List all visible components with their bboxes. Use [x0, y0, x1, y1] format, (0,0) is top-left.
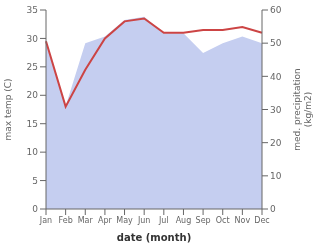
svg-text:Feb: Feb	[59, 216, 73, 225]
svg-text:60: 60	[270, 5, 282, 15]
svg-text:Apr: Apr	[98, 216, 113, 225]
svg-text:40: 40	[270, 72, 282, 82]
svg-text:0: 0	[270, 204, 276, 214]
svg-text:35: 35	[27, 5, 38, 15]
svg-text:10: 10	[270, 171, 282, 181]
svg-text:Jan: Jan	[39, 216, 52, 225]
svg-text:Jul: Jul	[158, 216, 169, 225]
svg-text:Mar: Mar	[78, 216, 94, 225]
svg-text:Jun: Jun	[137, 216, 151, 225]
svg-text:0: 0	[32, 204, 38, 214]
svg-text:20: 20	[270, 138, 282, 148]
svg-text:25: 25	[27, 62, 38, 72]
svg-text:50: 50	[270, 38, 282, 48]
svg-text:15: 15	[27, 119, 38, 129]
svg-text:May: May	[116, 216, 133, 225]
svg-text:20: 20	[27, 90, 39, 100]
svg-text:30: 30	[270, 105, 282, 115]
svg-text:max temp (C): max temp (C)	[8, 78, 13, 140]
svg-text:Aug: Aug	[176, 216, 192, 225]
svg-text:30: 30	[27, 34, 39, 44]
svg-text:Nov: Nov	[235, 216, 251, 225]
svg-text:date (month): date (month)	[117, 232, 191, 243]
svg-text:10: 10	[27, 147, 39, 157]
svg-text:Sep: Sep	[196, 216, 211, 225]
svg-text:med. precipitation(kg/m2): med. precipitation(kg/m2)	[292, 68, 310, 150]
svg-text:Dec: Dec	[254, 216, 269, 225]
svg-text:5: 5	[32, 176, 38, 186]
svg-text:Oct: Oct	[216, 216, 230, 225]
